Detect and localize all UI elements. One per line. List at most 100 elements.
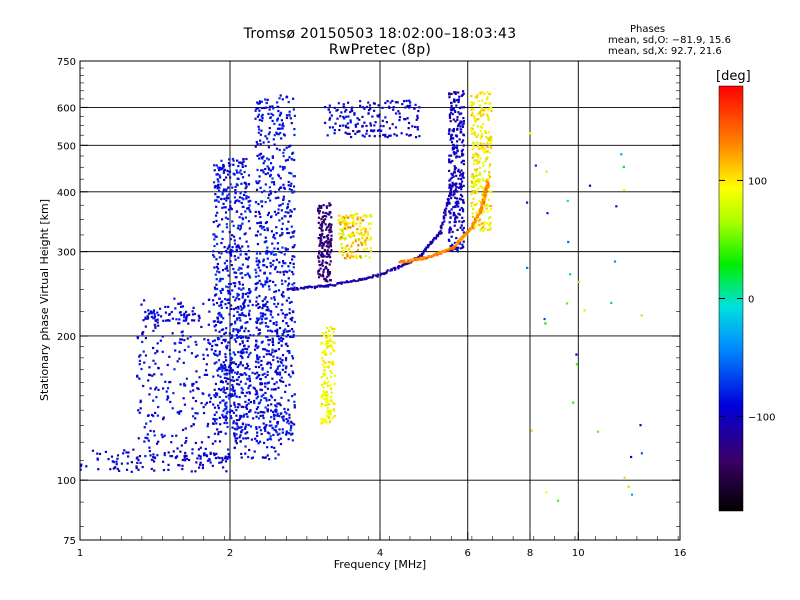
data-point — [438, 232, 441, 235]
data-point — [273, 134, 276, 137]
data-point — [256, 395, 260, 398]
data-point — [326, 397, 329, 400]
data-point — [271, 338, 274, 341]
data-point — [479, 208, 482, 211]
data-point — [163, 434, 166, 437]
data-point — [482, 202, 486, 205]
data-point — [262, 355, 265, 358]
data-point — [292, 333, 295, 337]
data-point — [242, 351, 245, 354]
data-point — [285, 430, 288, 433]
data-point — [244, 314, 247, 318]
data-point — [453, 224, 456, 227]
data-point — [575, 353, 578, 356]
data-point — [433, 254, 436, 257]
data-point — [487, 138, 490, 141]
data-point — [238, 329, 241, 332]
data-point — [331, 346, 334, 349]
data-point — [188, 458, 191, 462]
data-point — [273, 237, 277, 240]
data-point — [245, 412, 248, 416]
data-point — [486, 96, 489, 99]
data-point — [224, 359, 228, 362]
data-point — [182, 361, 185, 364]
data-point — [320, 263, 323, 266]
data-point — [342, 249, 345, 253]
data-point — [318, 263, 321, 267]
data-point — [384, 116, 387, 119]
data-point — [240, 267, 243, 270]
data-point — [481, 126, 484, 130]
data-point — [262, 441, 266, 445]
data-point — [195, 381, 198, 384]
data-point — [235, 334, 238, 337]
data-point — [454, 188, 457, 191]
data-point — [227, 394, 230, 397]
data-point — [237, 403, 240, 406]
data-point — [472, 221, 475, 224]
data-point — [330, 387, 333, 390]
data-point — [274, 265, 277, 269]
data-point — [479, 185, 482, 188]
data-point — [368, 104, 372, 107]
data-point — [265, 251, 269, 254]
data-point — [408, 134, 411, 137]
data-point — [461, 210, 465, 213]
data-point — [257, 303, 260, 306]
data-point — [329, 339, 332, 342]
data-point — [265, 265, 269, 269]
data-point — [434, 237, 438, 240]
data-point — [285, 321, 288, 325]
data-point — [320, 229, 323, 232]
data-point — [241, 222, 244, 225]
data-point — [367, 109, 371, 112]
data-point — [293, 282, 296, 285]
data-point — [115, 460, 118, 463]
data-point — [263, 303, 267, 307]
data-point — [185, 440, 188, 443]
data-point — [234, 428, 238, 431]
data-point — [154, 352, 157, 355]
data-point — [439, 250, 442, 254]
data-point — [339, 281, 342, 284]
data-point — [261, 285, 265, 288]
data-point — [138, 359, 142, 362]
data-point — [247, 329, 250, 333]
data-point — [216, 178, 219, 181]
data-point — [225, 267, 229, 270]
data-point — [449, 184, 453, 187]
data-point — [242, 303, 245, 306]
data-point — [225, 407, 228, 410]
data-point — [217, 406, 220, 410]
data-point — [487, 115, 490, 118]
data-point — [213, 406, 217, 409]
data-point — [262, 258, 265, 261]
data-point — [284, 159, 287, 162]
data-point — [267, 350, 270, 353]
data-point — [263, 428, 267, 431]
data-point — [169, 380, 172, 384]
data-point — [289, 144, 292, 147]
data-point — [442, 250, 445, 253]
data-point — [272, 259, 275, 263]
data-point — [226, 368, 229, 372]
data-point — [418, 256, 422, 259]
data-point — [292, 273, 295, 276]
data-point — [322, 236, 325, 239]
data-point — [259, 252, 262, 255]
data-point — [313, 285, 316, 288]
data-point — [233, 285, 237, 288]
data-point — [485, 101, 488, 105]
data-point — [215, 411, 218, 414]
data-point — [231, 393, 234, 396]
data-point — [353, 113, 356, 116]
data-point — [408, 106, 411, 109]
data-point — [483, 150, 486, 153]
data-point — [293, 175, 296, 178]
data-point — [349, 119, 352, 122]
data-point — [144, 316, 147, 319]
data-point — [487, 131, 491, 134]
data-point — [459, 198, 463, 201]
data-point — [244, 382, 247, 385]
data-point — [135, 466, 138, 470]
